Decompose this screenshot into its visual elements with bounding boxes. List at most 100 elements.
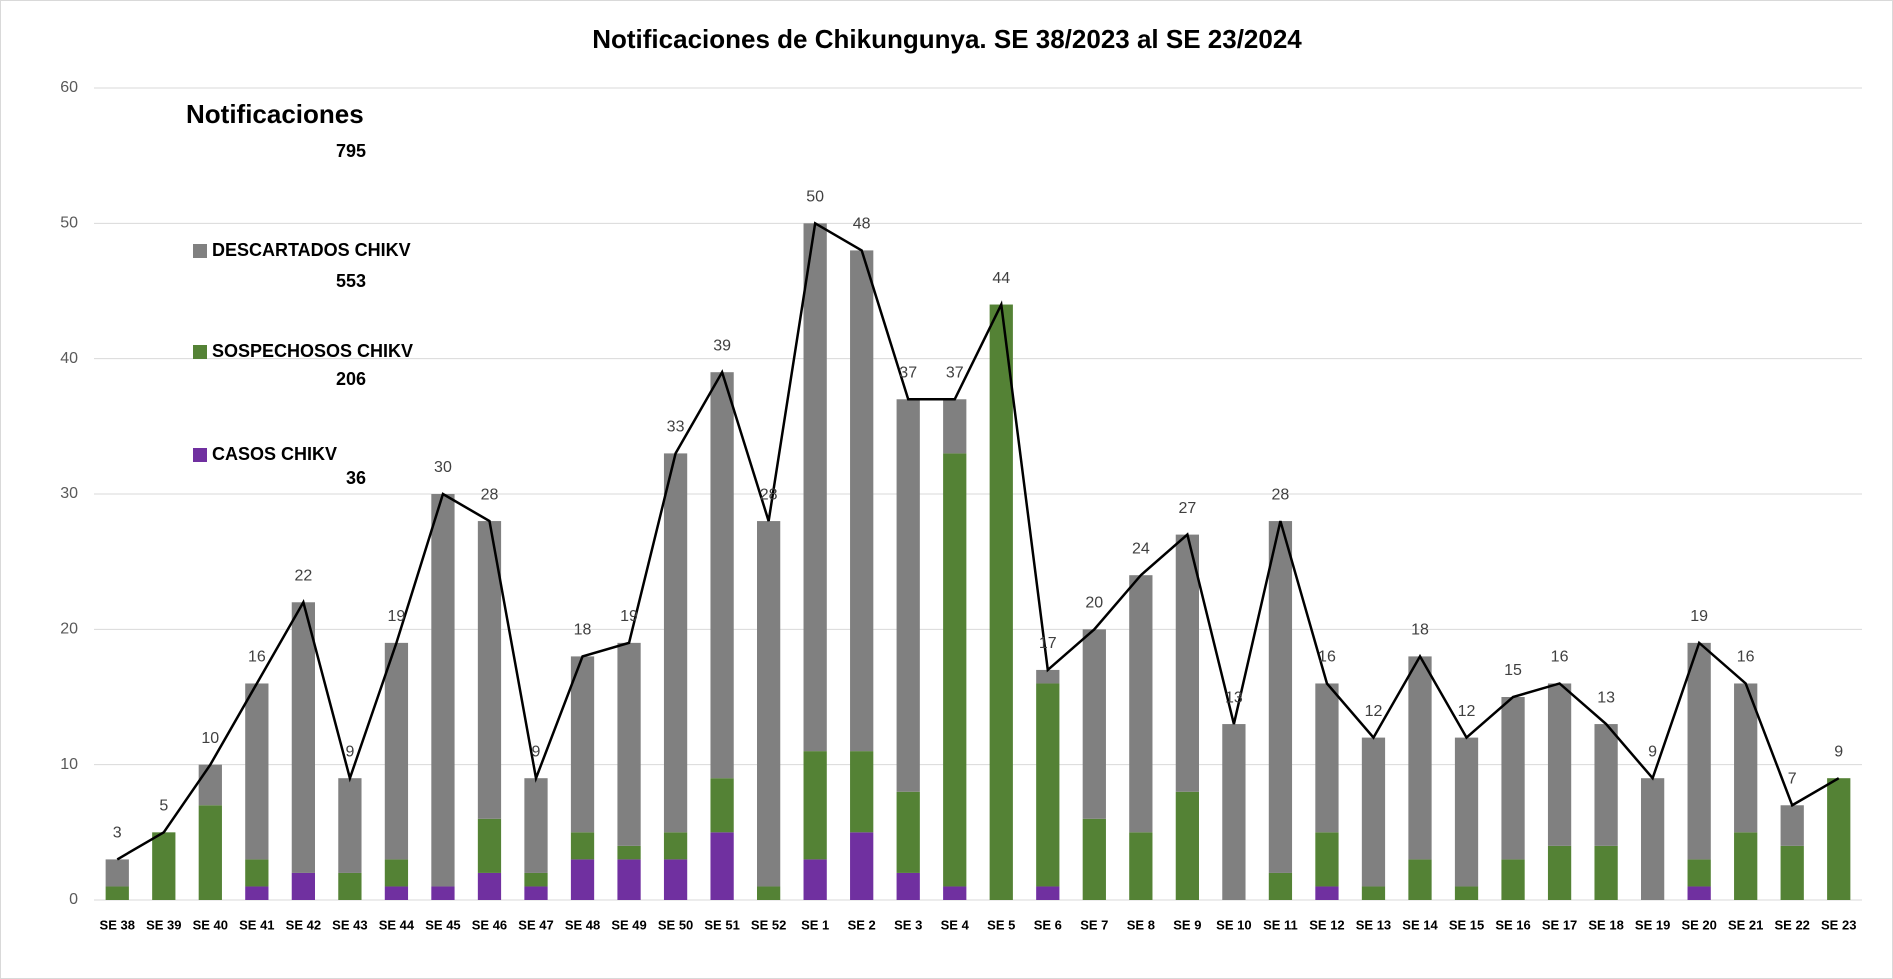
bar-segment — [617, 642, 641, 846]
legend-total: 206 — [336, 369, 366, 389]
bar-segment — [710, 832, 734, 900]
bar-segment — [338, 872, 362, 900]
bar-segment — [896, 872, 920, 900]
bar-segment — [757, 886, 781, 900]
bar-segment — [291, 602, 315, 873]
legend-total: 553 — [336, 271, 366, 291]
x-tick-label: SE 15 — [1449, 917, 1484, 932]
data-label: 9 — [1648, 743, 1657, 760]
bar-segment — [1036, 669, 1060, 684]
y-tick-label: 50 — [60, 215, 78, 232]
x-tick-label: SE 47 — [518, 917, 553, 932]
x-tick-label: SE 9 — [1173, 917, 1201, 932]
data-label: 15 — [1504, 662, 1522, 679]
x-tick-label: SE 12 — [1309, 917, 1344, 932]
data-label: 5 — [159, 798, 168, 815]
bar-segment — [1222, 724, 1246, 900]
bar-segment — [198, 805, 222, 900]
data-label: 28 — [481, 486, 499, 503]
y-tick-label: 30 — [60, 485, 78, 502]
bar-segment — [1547, 845, 1572, 900]
x-tick-label: SE 8 — [1127, 917, 1155, 932]
bar-segment — [1315, 683, 1339, 833]
bar-segment — [1454, 737, 1479, 887]
x-tick-label: SE 13 — [1356, 917, 1391, 932]
bar-segment — [1315, 886, 1339, 900]
data-label: 16 — [1737, 649, 1755, 666]
x-tick-label: SE 52 — [751, 917, 786, 932]
data-label: 17 — [1039, 635, 1057, 652]
bar-segment — [1594, 724, 1618, 846]
bar-segment — [663, 832, 688, 860]
bar-segment — [431, 886, 455, 900]
y-tick-label: 20 — [60, 621, 78, 638]
bar-segment — [1687, 886, 1711, 900]
x-tick-label: SE 48 — [565, 917, 600, 932]
bar-segment — [384, 886, 409, 900]
bar-segment — [524, 886, 548, 900]
data-label: 33 — [667, 419, 685, 436]
bar-segment — [291, 872, 315, 900]
data-label: 12 — [1365, 703, 1383, 720]
data-label: 19 — [620, 608, 638, 625]
bar-segment — [570, 832, 595, 860]
x-tick-label: SE 17 — [1542, 917, 1577, 932]
x-tick-label: SE 18 — [1588, 917, 1623, 932]
bar-segment — [943, 399, 967, 454]
data-label: 9 — [532, 743, 541, 760]
bar-segment — [710, 778, 734, 833]
bar-segment — [1361, 737, 1386, 887]
data-label: 9 — [1834, 743, 1843, 760]
bar-segment — [1408, 859, 1432, 900]
bar-segment — [1594, 845, 1618, 900]
y-tick-label: 60 — [60, 79, 78, 96]
bar-segment — [896, 399, 920, 792]
data-label: 13 — [1597, 689, 1615, 706]
data-label: 16 — [1318, 649, 1336, 666]
x-tick-label: SE 3 — [894, 917, 922, 932]
bar-segment — [1734, 683, 1758, 833]
data-label: 18 — [574, 622, 592, 639]
bar-segment — [570, 656, 595, 833]
bar-segment — [245, 683, 269, 860]
data-label: 16 — [248, 649, 266, 666]
bar-segment — [943, 453, 967, 887]
bar-segment — [617, 859, 641, 900]
legend-total: 36 — [346, 468, 366, 488]
bar-segment — [1547, 683, 1572, 846]
bar-segment — [1454, 886, 1479, 900]
x-tick-label: SE 40 — [193, 917, 228, 932]
x-tick-label: SE 10 — [1216, 917, 1251, 932]
bar-segment — [663, 453, 688, 833]
data-label: 12 — [1458, 703, 1476, 720]
bar-segment — [850, 832, 874, 900]
bar-segment — [896, 791, 920, 873]
bar-segment — [1129, 832, 1153, 900]
data-label: 30 — [434, 459, 452, 476]
bar-segment — [1315, 832, 1339, 887]
x-tick-label: SE 1 — [801, 917, 829, 932]
x-tick-label: SE 44 — [379, 917, 415, 932]
data-label: 16 — [1551, 649, 1569, 666]
x-tick-label: SE 23 — [1821, 917, 1856, 932]
legend-swatch — [193, 448, 207, 462]
bar-segment — [1408, 656, 1432, 860]
x-tick-label: SE 14 — [1402, 917, 1438, 932]
x-tick-label: SE 46 — [472, 917, 507, 932]
data-label: 18 — [1411, 622, 1429, 639]
bar-segment — [477, 872, 502, 900]
x-tick-label: SE 20 — [1681, 917, 1716, 932]
legend-swatch — [193, 345, 207, 359]
bar-segment — [1687, 642, 1711, 860]
bar-segment — [803, 751, 827, 860]
bar-segment — [570, 859, 595, 900]
bar-segment — [1827, 778, 1851, 900]
bar-segment — [1501, 697, 1525, 860]
bar-segment — [1361, 886, 1386, 900]
bar-segment — [105, 859, 129, 887]
legend-label: SOSPECHOSOS CHIKV — [212, 341, 413, 361]
bar-segment — [1780, 805, 1804, 846]
bar-segment — [198, 764, 222, 806]
legend-label: CASOS CHIKV — [212, 444, 337, 464]
data-label: 39 — [713, 337, 731, 354]
